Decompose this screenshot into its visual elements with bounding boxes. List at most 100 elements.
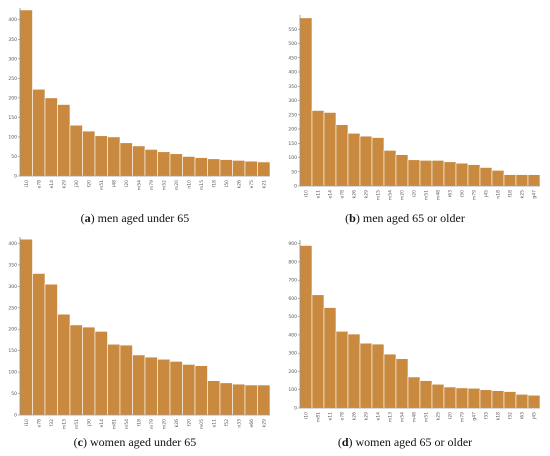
x-tick-label: m51 [424, 412, 430, 422]
caption-text: men aged under 65 [98, 211, 190, 225]
bar [232, 383, 246, 416]
x-tick-label: j45 [484, 190, 490, 198]
y-tick-label: 0 [294, 406, 297, 412]
y-tick-label: 250 [8, 305, 17, 311]
x-tick-label: m51 [99, 180, 105, 190]
bar [57, 313, 71, 416]
x-tick-label: j30 [86, 419, 92, 427]
x-tick-label: m20 [161, 419, 167, 429]
bar [371, 343, 385, 409]
y-tick-label: 350 [8, 262, 17, 268]
y-tick-label: 550 [288, 27, 297, 33]
bar [467, 387, 481, 409]
bar [94, 331, 108, 416]
caption-text: women aged under 65 [90, 435, 196, 449]
y-tick-label: 350 [8, 37, 17, 43]
bar [144, 356, 158, 416]
bar [407, 376, 421, 409]
bar [455, 387, 469, 409]
x-tick-label: m54 [400, 412, 406, 422]
bar [359, 342, 373, 409]
bar [132, 354, 146, 416]
x-tick-label: g47 [532, 190, 538, 199]
y-tick-label: 400 [288, 70, 297, 76]
panel-letter: c [78, 435, 84, 449]
y-tick-label: 150 [8, 348, 17, 354]
x-tick-label: n10 [186, 180, 192, 189]
y-tick-label: 600 [288, 296, 297, 302]
x-tick-label: m81 [316, 412, 322, 422]
bar [347, 132, 361, 187]
bar [359, 135, 373, 187]
y-tick-label: 200 [8, 327, 17, 333]
x-tick-label: f18 [211, 180, 217, 187]
bar [419, 380, 433, 409]
bar [455, 162, 469, 187]
bar [479, 167, 493, 187]
x-tick-label: f52 [224, 419, 230, 426]
x-tick-label: m79 [149, 419, 155, 429]
panel-letter: b [349, 211, 356, 225]
bar [182, 364, 196, 416]
x-tick-label: n33 [236, 419, 242, 428]
bar [94, 135, 108, 177]
x-tick-label: m48 [436, 190, 442, 200]
y-tick-label: 50 [11, 391, 17, 397]
bar [69, 124, 83, 177]
x-tick-label: k26 [352, 190, 358, 198]
y-tick-label: 100 [8, 134, 17, 140]
bar [219, 382, 233, 416]
bar [219, 159, 233, 177]
panel: 0 50 100 150 200 250 300 350 400 i10 e78 f32 m13 m51 j… [8, 237, 271, 449]
y-tick-label: 300 [288, 98, 297, 104]
x-tick-label: i63 [448, 190, 454, 197]
bar [194, 157, 208, 177]
y-tick-label: 400 [8, 241, 17, 247]
y-tick-label: 350 [288, 84, 297, 90]
bar [44, 283, 58, 416]
x-tick-label: i10 [24, 419, 30, 426]
x-tick-label: m51 [424, 190, 430, 200]
bar [119, 344, 133, 416]
bar [443, 386, 457, 409]
y-tick-label: 0 [294, 184, 297, 190]
bar [157, 358, 171, 416]
y-tick-label: 500 [288, 314, 297, 320]
x-tick-label: e11 [328, 412, 334, 421]
bar [69, 324, 83, 416]
y-tick-label: 200 [288, 127, 297, 133]
x-tick-label: k25 [436, 412, 442, 420]
bar [169, 153, 183, 177]
bar [107, 343, 121, 416]
x-tick-label: e11 [211, 419, 217, 428]
bar [299, 17, 313, 187]
bar [467, 164, 481, 187]
x-tick-label: f20 [186, 419, 192, 426]
bar [132, 145, 146, 177]
x-tick-label: f18 [508, 190, 514, 197]
x-tick-label: m54 [388, 190, 394, 200]
x-tick-label: k26 [236, 180, 242, 188]
y-tick-label: 300 [8, 56, 17, 62]
y-tick-label: 400 [8, 17, 17, 23]
caption: (a) men aged under 65 [81, 211, 190, 225]
caption-text: women aged 65 or older [356, 435, 473, 449]
x-tick-label: i10 [304, 412, 310, 419]
bar [119, 142, 133, 177]
x-tick-label: m15 [376, 190, 382, 200]
x-tick-label: k18 [496, 412, 502, 420]
bar [207, 380, 221, 416]
bar [169, 361, 183, 416]
bar [257, 384, 271, 416]
bar [19, 238, 33, 416]
bar [323, 307, 337, 409]
x-tick-label: i63 [520, 412, 526, 419]
bar [347, 333, 361, 409]
bar [19, 9, 33, 177]
x-tick-label: k29 [261, 419, 267, 427]
y-tick-label: 800 [288, 259, 297, 265]
panel: 0 50 100 150 200 250 300 350 400 i10 e78 e14 k29 j30 f… [8, 8, 271, 225]
y-tick-label: 700 [288, 278, 297, 284]
bar [257, 161, 271, 177]
